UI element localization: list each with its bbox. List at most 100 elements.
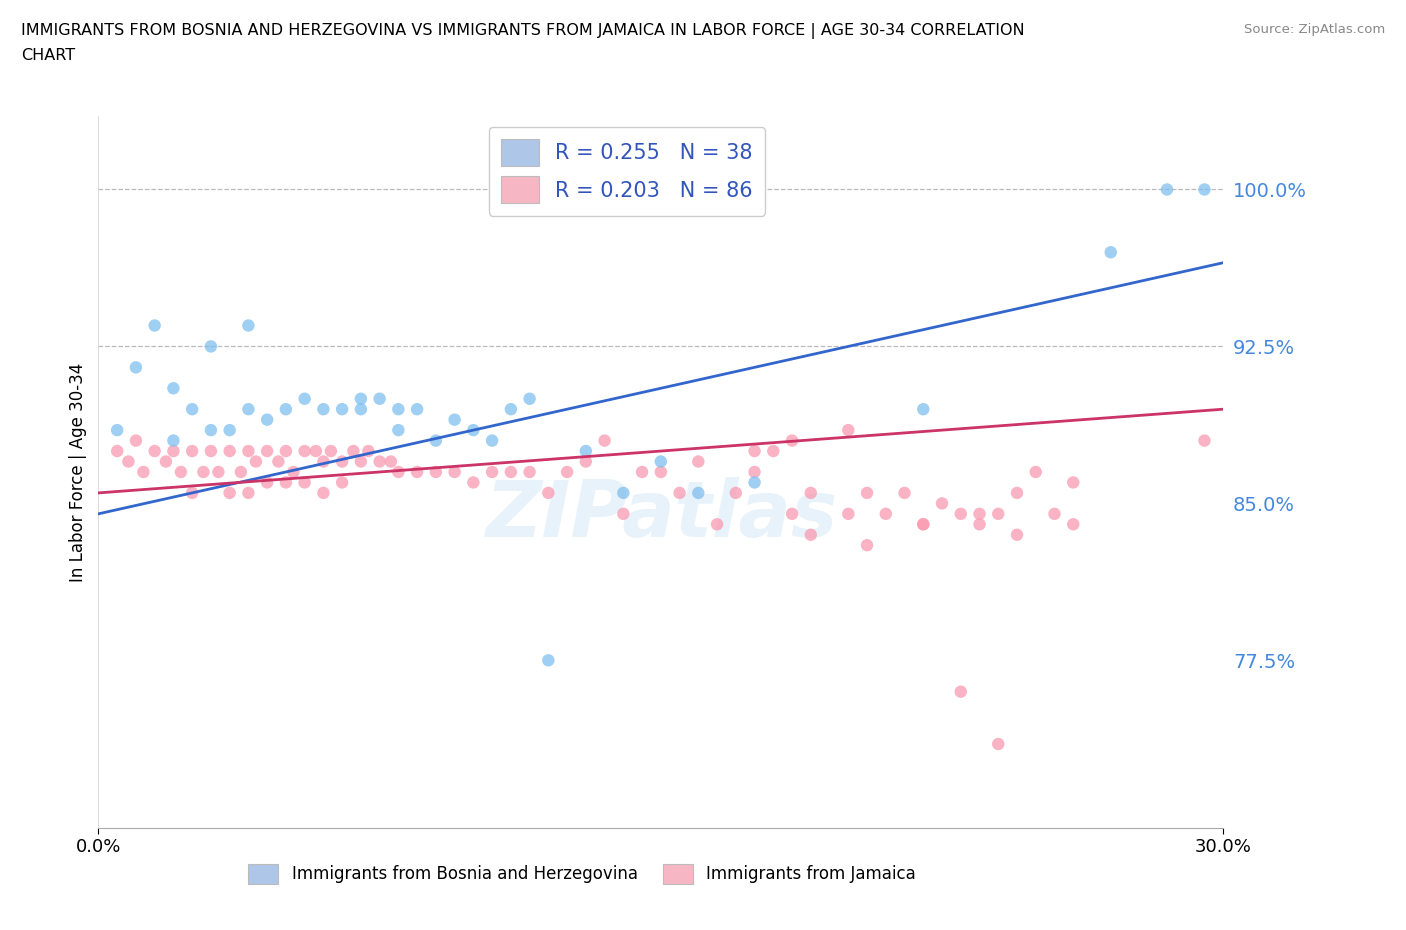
Point: [688, 485, 710, 500]
Text: CHART: CHART: [21, 48, 75, 63]
Point: [387, 465, 409, 480]
Point: [987, 737, 1010, 751]
Point: [229, 465, 252, 480]
Point: [1156, 182, 1178, 197]
Point: [1062, 475, 1084, 490]
Point: [256, 444, 278, 458]
Point: [724, 485, 747, 500]
Point: [744, 465, 766, 480]
Point: [837, 422, 859, 437]
Y-axis label: In Labor Force | Age 30-34: In Labor Force | Age 30-34: [69, 363, 87, 581]
Point: [238, 318, 260, 333]
Point: [1043, 506, 1066, 521]
Point: [969, 506, 991, 521]
Point: [294, 392, 316, 406]
Point: [856, 538, 879, 552]
Point: [519, 465, 541, 480]
Text: Source: ZipAtlas.com: Source: ZipAtlas.com: [1244, 23, 1385, 36]
Point: [200, 444, 222, 458]
Point: [342, 444, 364, 458]
Point: [238, 485, 260, 500]
Point: [1025, 465, 1047, 480]
Point: [1062, 517, 1084, 532]
Point: [162, 433, 184, 448]
Point: [238, 444, 260, 458]
Point: [780, 433, 803, 448]
Point: [218, 444, 240, 458]
Point: [283, 465, 305, 480]
Point: [575, 454, 598, 469]
Point: [125, 360, 148, 375]
Point: [912, 517, 935, 532]
Point: [132, 465, 155, 480]
Point: [593, 433, 616, 448]
Point: [181, 485, 204, 500]
Point: [1099, 245, 1122, 259]
Point: [912, 517, 935, 532]
Point: [357, 444, 380, 458]
Point: [181, 444, 204, 458]
Point: [274, 475, 297, 490]
Point: [463, 475, 485, 490]
Point: [688, 454, 710, 469]
Point: [744, 475, 766, 490]
Point: [762, 444, 785, 458]
Point: [856, 485, 879, 500]
Point: [238, 402, 260, 417]
Point: [143, 318, 166, 333]
Point: [443, 465, 465, 480]
Legend: Immigrants from Bosnia and Herzegovina, Immigrants from Jamaica: Immigrants from Bosnia and Herzegovina, …: [242, 857, 922, 891]
Point: [387, 402, 409, 417]
Point: [294, 444, 316, 458]
Point: [650, 465, 672, 480]
Point: [987, 506, 1010, 521]
Point: [1194, 182, 1216, 197]
Point: [537, 653, 560, 668]
Point: [837, 506, 859, 521]
Point: [350, 392, 373, 406]
Point: [312, 402, 335, 417]
Point: [294, 475, 316, 490]
Point: [443, 412, 465, 427]
Point: [330, 402, 353, 417]
Point: [256, 412, 278, 427]
Point: [267, 454, 290, 469]
Point: [274, 444, 297, 458]
Point: [245, 454, 267, 469]
Point: [256, 475, 278, 490]
Point: [499, 465, 522, 480]
Point: [350, 402, 373, 417]
Point: [368, 392, 391, 406]
Point: [218, 422, 240, 437]
Point: [612, 485, 634, 500]
Point: [162, 380, 184, 395]
Point: [312, 485, 335, 500]
Point: [319, 444, 342, 458]
Point: [969, 517, 991, 532]
Point: [912, 402, 935, 417]
Point: [537, 485, 560, 500]
Text: IMMIGRANTS FROM BOSNIA AND HERZEGOVINA VS IMMIGRANTS FROM JAMAICA IN LABOR FORCE: IMMIGRANTS FROM BOSNIA AND HERZEGOVINA V…: [21, 23, 1025, 39]
Point: [519, 392, 541, 406]
Point: [170, 465, 193, 480]
Point: [631, 465, 654, 480]
Point: [274, 402, 297, 417]
Point: [105, 444, 128, 458]
Point: [425, 433, 447, 448]
Text: ZIPatlas: ZIPatlas: [485, 477, 837, 552]
Point: [612, 506, 634, 521]
Point: [668, 485, 690, 500]
Point: [105, 422, 128, 437]
Point: [650, 454, 672, 469]
Point: [800, 485, 823, 500]
Point: [949, 506, 972, 521]
Point: [875, 506, 897, 521]
Point: [155, 454, 177, 469]
Point: [481, 433, 503, 448]
Point: [893, 485, 915, 500]
Point: [406, 402, 429, 417]
Point: [330, 475, 353, 490]
Point: [481, 465, 503, 480]
Point: [1194, 433, 1216, 448]
Point: [425, 465, 447, 480]
